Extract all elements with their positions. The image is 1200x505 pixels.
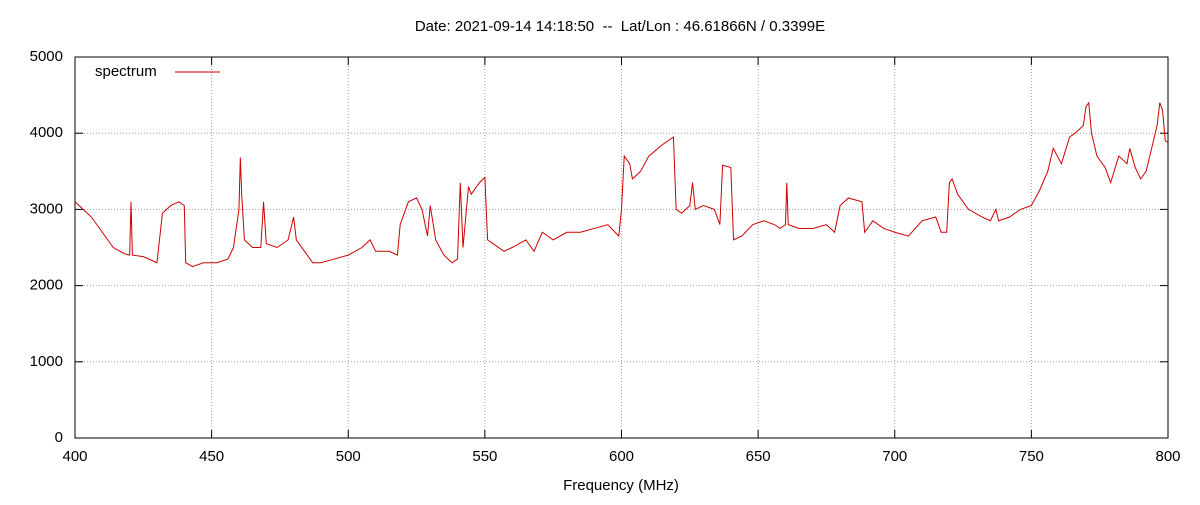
y-tick-label: 2000 <box>30 277 63 294</box>
y-tick-label: 4000 <box>30 124 63 141</box>
x-tick-label: 800 <box>1155 448 1180 465</box>
x-axis-label: Frequency (MHz) <box>563 477 679 494</box>
x-tick-label: 650 <box>746 448 771 465</box>
y-tick-label: 5000 <box>30 48 63 65</box>
data-line <box>74 101 1169 268</box>
plot-border <box>74 56 1169 439</box>
x-tick-label: 700 <box>882 448 907 465</box>
x-tick-label: 400 <box>62 448 87 465</box>
y-tick-label: 1000 <box>30 353 63 370</box>
y-tick-label: 0 <box>55 429 63 446</box>
chart-title: Date: 2021-09-14 14:18:50 -- Lat/Lon : 4… <box>415 18 825 35</box>
x-tick-label: 550 <box>472 448 497 465</box>
legend-label: spectrum <box>95 63 157 80</box>
x-tick-label: 750 <box>1019 448 1044 465</box>
x-tick-label: 600 <box>609 448 634 465</box>
x-tick-label: 450 <box>199 448 224 465</box>
x-tick-label: 500 <box>336 448 361 465</box>
y-tick-label: 3000 <box>30 200 63 217</box>
